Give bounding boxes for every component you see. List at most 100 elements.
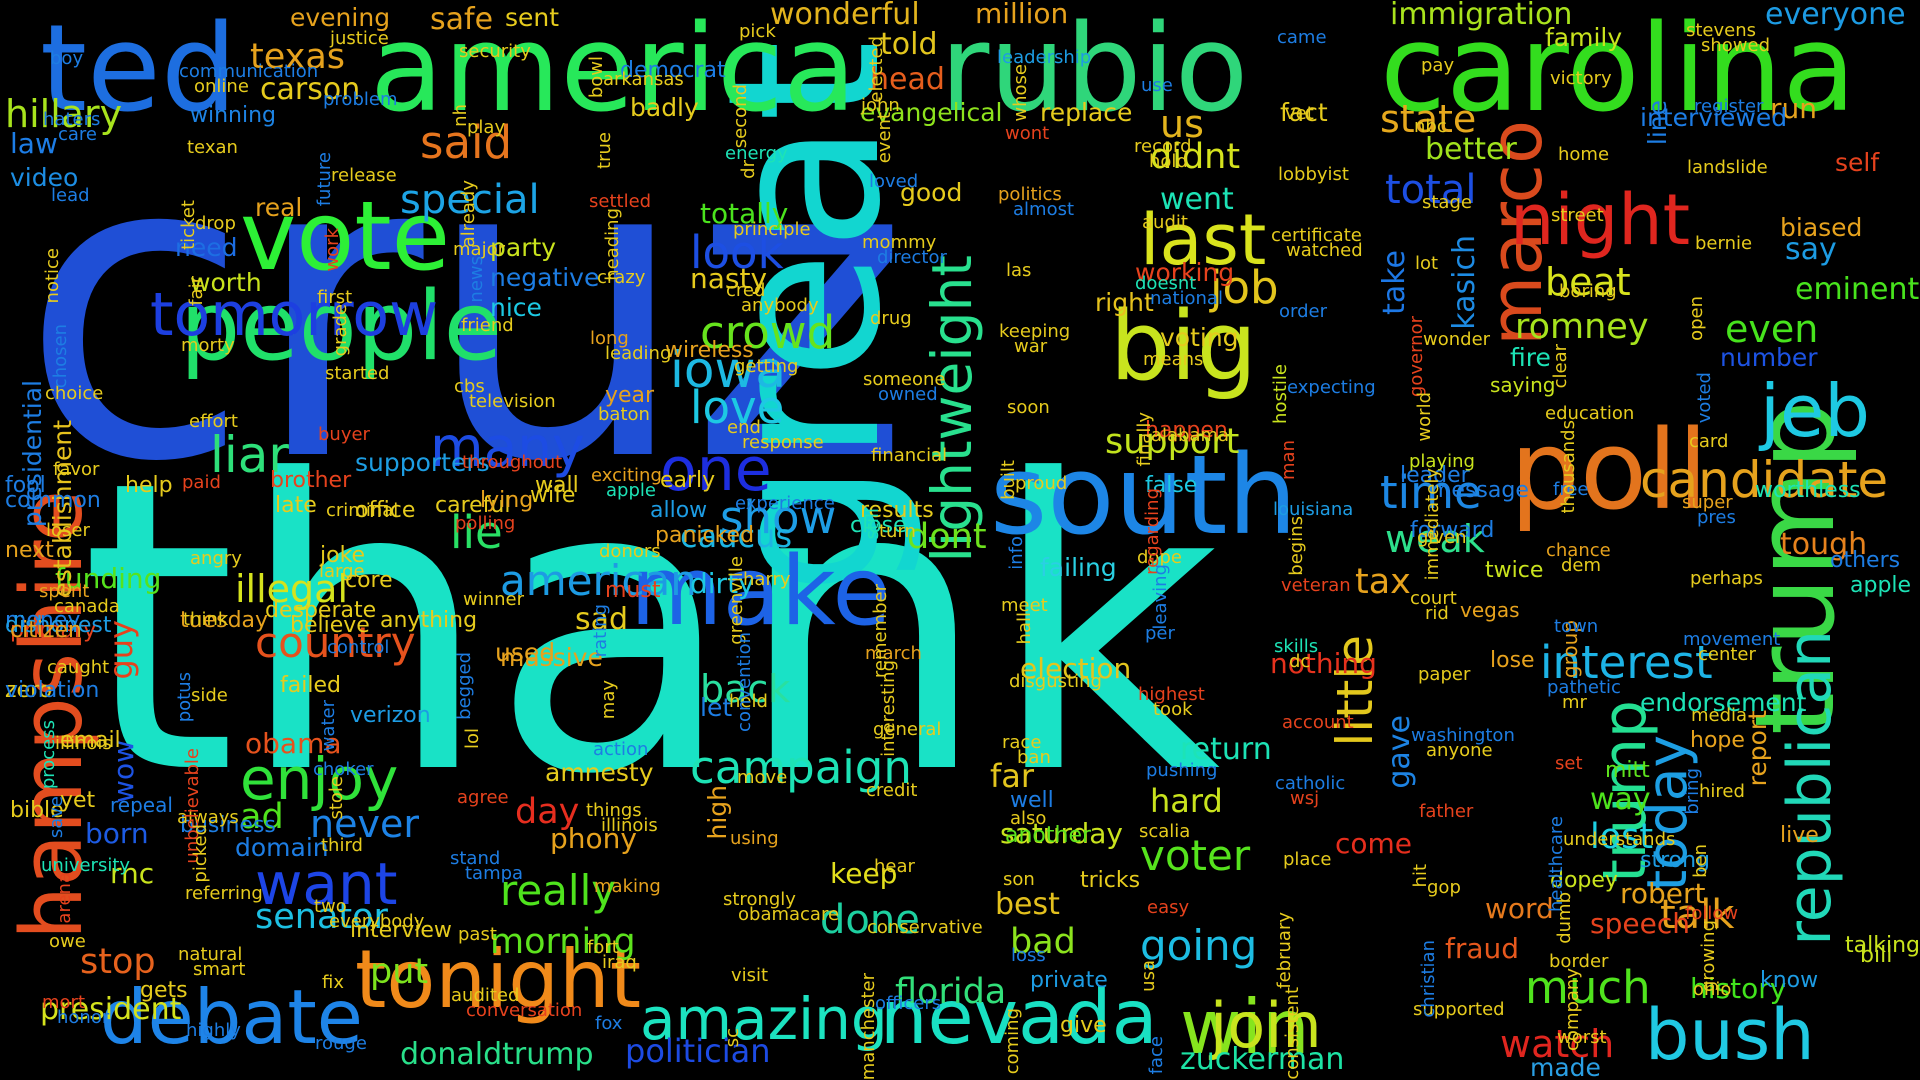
word-sc: sc <box>722 1028 743 1048</box>
word-interest: interest <box>1540 636 1713 689</box>
word-safe: safe <box>430 2 494 37</box>
word-audited: audited <box>451 985 520 1006</box>
word-high: high <box>703 785 732 840</box>
word-regarding: regarding <box>1142 488 1163 575</box>
word-said: said <box>420 116 513 169</box>
word-bernie: bernie <box>1695 233 1753 254</box>
word-look: look <box>690 226 784 279</box>
word-never: never <box>310 802 419 846</box>
word-account: account <box>1282 712 1354 733</box>
word-wonder: wonder <box>1423 329 1491 350</box>
word-always: always <box>177 807 239 828</box>
word-fool: fool <box>5 473 46 498</box>
word-think: think <box>183 609 229 630</box>
word-someone: someone <box>863 369 946 390</box>
word-everybody: everybody <box>329 911 425 932</box>
word-held: held <box>729 691 768 712</box>
word-arkansas: arkansas <box>603 69 684 90</box>
word-owned: owned <box>878 384 938 405</box>
word-dr: dr <box>738 160 759 179</box>
word-showed: showed <box>1701 35 1771 56</box>
word-fox: fox <box>595 1013 623 1034</box>
word-tonight: tonight <box>355 933 642 1026</box>
word-forward: forward <box>1410 518 1495 543</box>
word-favor: favor <box>53 459 100 480</box>
word-nothing: nothing <box>1270 647 1377 680</box>
word-immigration: immigration <box>1390 0 1573 32</box>
word-live: live <box>1780 823 1819 848</box>
word-cred: cred <box>726 280 766 301</box>
word-win: win <box>1180 983 1310 1071</box>
word-support: support <box>1105 422 1240 462</box>
word-register: register <box>1694 96 1764 117</box>
word-ted: ted <box>40 0 238 139</box>
word-beat: beat <box>1545 260 1631 304</box>
word-senator: senator <box>255 897 388 937</box>
word-playing: playing <box>1409 451 1475 472</box>
word-politician: politician <box>625 1032 771 1070</box>
word-pushing: pushing <box>1146 760 1218 781</box>
word-going: going <box>1140 921 1258 970</box>
word-leadership: leadership <box>997 47 1092 68</box>
word-town: town <box>1554 616 1599 637</box>
word-street: street <box>1551 205 1604 226</box>
word-real: real <box>255 193 303 222</box>
word-lying: lying <box>480 488 534 513</box>
word-stole: stole <box>326 776 347 820</box>
word-jeb: jeb <box>1760 369 1871 453</box>
word-large: large <box>319 561 365 582</box>
word-loser: loser <box>46 520 90 541</box>
word-choice: choice <box>45 383 104 404</box>
word-interesting: interesting <box>878 660 899 757</box>
word-tax: tax <box>1355 562 1411 602</box>
word-info: info <box>1006 536 1027 570</box>
word-gop: gop <box>1427 877 1461 898</box>
word-principle: principle <box>733 219 811 240</box>
word-total: total <box>1385 167 1477 213</box>
word-canada: canada <box>54 596 120 617</box>
word-iraq: iraq <box>602 952 637 973</box>
word-core: core <box>345 568 393 593</box>
word-officers: officers <box>875 993 942 1014</box>
word-liar: liar <box>210 426 289 484</box>
word-boy: boy <box>50 48 84 69</box>
word-rouge: rouge <box>315 1033 367 1054</box>
word-voter: voter <box>1140 831 1251 880</box>
word-negative: negative <box>490 263 600 292</box>
word-water: water <box>318 700 339 752</box>
word-report: report <box>1743 710 1772 787</box>
word-coming: coming <box>1002 1008 1023 1075</box>
word-believe: believe <box>290 613 370 638</box>
word-apple: apple <box>1850 573 1912 598</box>
word-totally: totally <box>700 197 789 230</box>
word-almost: almost <box>1013 199 1075 220</box>
word-leading: leading <box>605 343 672 364</box>
word-director: director <box>877 247 947 268</box>
word-born: born <box>85 817 149 850</box>
word-leaving: leaving <box>1150 564 1171 630</box>
word-help: help <box>125 473 173 498</box>
word-fort: fort <box>587 937 619 958</box>
word-dope: dope <box>1137 547 1182 568</box>
word-getting: getting <box>734 356 799 377</box>
word-center: center <box>1698 644 1756 665</box>
word-dopey: dopey <box>1550 868 1618 893</box>
word-bible: bible <box>10 798 64 823</box>
word-justice: justice <box>330 28 389 49</box>
word-making: making <box>594 876 661 897</box>
word-allow: allow <box>650 498 708 523</box>
word-convention: convention <box>734 632 755 732</box>
word-turn: turn <box>879 521 916 542</box>
word-problem: problem <box>323 89 398 110</box>
word-soon: soon <box>1007 397 1050 418</box>
word-buyer: buyer <box>318 424 370 445</box>
word-alabama: alabama <box>1151 425 1230 446</box>
word-event: event <box>874 112 895 164</box>
word-return: return <box>1180 732 1272 767</box>
word-caucus: caucus <box>680 517 793 555</box>
word-open: open <box>1686 296 1707 341</box>
word-family: family <box>1545 23 1623 52</box>
word-video: video <box>10 163 79 192</box>
word-agree: agree <box>457 787 509 808</box>
